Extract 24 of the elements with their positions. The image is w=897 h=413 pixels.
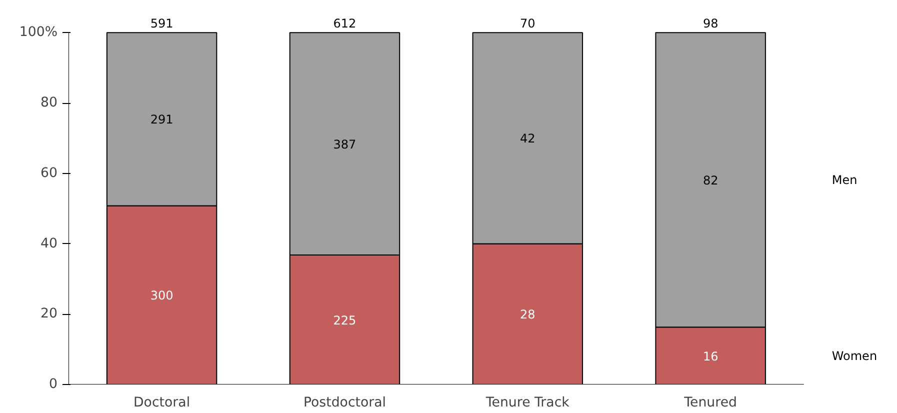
- annotation: 42: [520, 132, 536, 146]
- annotation: 387: [333, 137, 356, 152]
- annotation: 16: [702, 349, 718, 364]
- y-tick-label: 60: [40, 166, 58, 181]
- y-tick-label: 0: [49, 377, 58, 392]
- annotation: 225: [333, 313, 356, 328]
- text: 70: [520, 16, 536, 31]
- x-tick-label: Postdoctoral: [303, 396, 386, 410]
- x-tick-label: Tenured: [683, 396, 737, 410]
- y-tick-label: 40: [40, 236, 58, 252]
- y-tick-label: 20: [40, 306, 58, 322]
- text: 591: [150, 16, 174, 31]
- annotation: 28: [520, 308, 536, 322]
- annotation: 291: [150, 112, 174, 127]
- y-tick-label: 80: [40, 96, 58, 111]
- annotation: 300: [150, 288, 174, 303]
- x-tick-label: Tenure Track: [484, 396, 570, 410]
- text: 612: [333, 16, 356, 31]
- text: Women: [832, 348, 878, 363]
- y-tick-label: 100%: [19, 25, 58, 40]
- x-tick-label: Doctoral: [134, 396, 190, 410]
- text: 98: [702, 16, 718, 31]
- annotation: 82: [702, 173, 718, 188]
- text: Men: [832, 172, 858, 187]
